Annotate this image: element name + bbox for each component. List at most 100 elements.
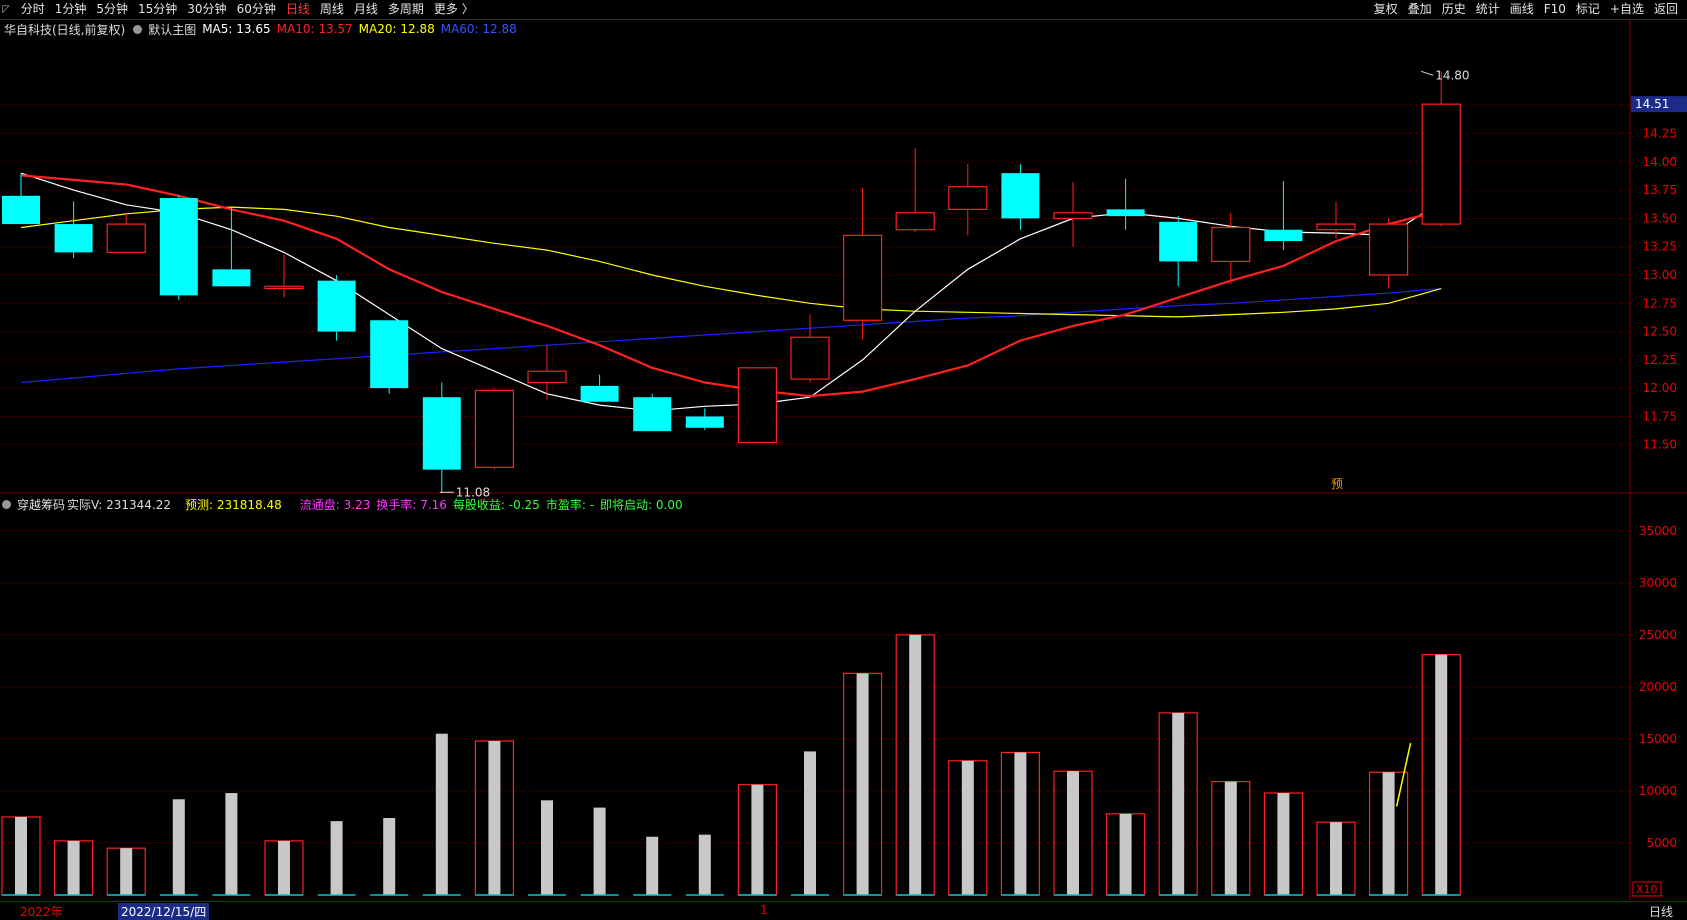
candle-19-body: [1001, 173, 1040, 219]
top-toolbar: ◸ 分时 1分钟 5分钟 15分钟 30分钟 60分钟 日线 周线 月线 多周期 更多 〉 复权 叠加…: [0, 0, 1687, 20]
volume-tick-4: 15000: [1639, 732, 1677, 746]
period-label[interactable]: 日线: [1648, 905, 1673, 919]
candle-15: [790, 314, 830, 383]
candle-25: [1316, 201, 1356, 239]
volume-tick-6: 5000: [1646, 836, 1677, 850]
volume-bar-21: [1105, 813, 1146, 896]
kline-chart: 14.5014.2514.0013.7513.5013.2513.0012.75…: [0, 20, 1687, 900]
ma-lines: [20, 172, 1442, 412]
toolbar-button-0[interactable]: 复权: [1373, 2, 1398, 16]
candle-12: [633, 393, 672, 432]
candle-27: [1421, 71, 1461, 227]
toolbar-button-7[interactable]: +自选: [1609, 2, 1644, 16]
toolbar-button-8[interactable]: 返回: [1653, 2, 1678, 16]
volume-bar-20: [1053, 770, 1093, 896]
ma5-line: [20, 172, 1442, 412]
period-tab-10[interactable]: 更多 〉: [433, 2, 474, 16]
volume-bar-12-fill: [646, 836, 659, 895]
price-tick-3: 13.75: [1643, 183, 1677, 197]
period-tab-8[interactable]: 月线: [353, 2, 378, 16]
selected-date: 2022/12/15/四: [118, 903, 210, 920]
toolbar-button-2[interactable]: 历史: [1441, 2, 1466, 16]
period-tab-9[interactable]: 多周期: [387, 2, 424, 16]
toolbar-button-5[interactable]: F10: [1543, 2, 1566, 16]
volume-bar-4-fill: [225, 793, 238, 895]
candle-5-body: [264, 285, 304, 290]
candle-1-body: [54, 224, 93, 253]
period-tab-0[interactable]: 分时: [20, 2, 45, 16]
current-price-tag-bg: [1631, 96, 1687, 113]
period-tab-5[interactable]: 60分钟: [236, 2, 276, 16]
volume-bar-6-fill: [330, 821, 343, 895]
template-name[interactable]: 默认主图: [148, 22, 197, 37]
candle-3: [159, 195, 198, 300]
date-marker: 1: [760, 903, 768, 917]
volume-bar-19: [1000, 751, 1041, 896]
volume-bar-23-fill: [1224, 781, 1237, 895]
volume-tick-5: 10000: [1639, 784, 1677, 798]
indicator-icon[interactable]: [2, 499, 11, 509]
volume-bar-22-fill: [1172, 712, 1185, 895]
stock-name: 华自科技(日线,前复权): [4, 22, 126, 37]
candle-6-body: [317, 280, 356, 332]
period-tab-2[interactable]: 5分钟: [96, 2, 128, 16]
volume-bar-25: [1316, 821, 1356, 896]
volume-bar-21-fill: [1119, 813, 1132, 895]
toolbar-button-1[interactable]: 叠加: [1407, 2, 1432, 16]
candle-25-body: [1316, 223, 1356, 231]
volume-bar-5-fill: [278, 840, 290, 895]
volume-bar-18-fill: [961, 760, 974, 895]
volume-bar-16: [842, 672, 883, 896]
candle-23: [1211, 212, 1251, 285]
candle-21-body: [1106, 209, 1145, 217]
eps-value: 每股收益: -0.25: [452, 497, 540, 512]
volume-bar-9-fill: [488, 741, 501, 895]
year-label: 2022年: [20, 905, 63, 919]
candle-23-body: [1211, 226, 1251, 263]
volume-bar-22: [1158, 712, 1198, 896]
volume-tick-3: 20000: [1639, 680, 1677, 694]
candle-26-body: [1368, 223, 1409, 276]
candle-10-body: [527, 370, 567, 384]
indicator-name[interactable]: 穿越筹码: [17, 497, 66, 512]
volume-bar-7: [370, 818, 409, 896]
toolbar-button-3[interactable]: 统计: [1475, 2, 1500, 16]
volume-bar-3: [159, 799, 198, 896]
volume-bar-13-fill: [698, 834, 711, 895]
volume-bar-26: [1368, 771, 1409, 896]
candles: [2, 71, 1461, 493]
corner-icon[interactable]: ◸: [2, 4, 10, 15]
volume-bar-13: [685, 834, 724, 896]
volume-bar-24-fill: [1277, 793, 1290, 895]
volume-bar-7-fill: [383, 818, 396, 895]
volume-bar-2: [106, 847, 146, 896]
candle-11: [580, 374, 619, 402]
start-value: 即将启动: 0.00: [600, 497, 683, 512]
period-tab-3[interactable]: 15分钟: [138, 2, 178, 16]
price-tick-12: 11.50: [1643, 438, 1677, 452]
candle-0: [2, 173, 40, 225]
period-tab-6[interactable]: 日线: [285, 2, 310, 16]
period-tabs: 分时 1分钟 5分钟 15分钟 30分钟 60分钟 日线 周线 月线 多周期 更多 〉: [16, 0, 479, 19]
volume-bar-20-fill: [1067, 771, 1079, 895]
toolbar-button-4[interactable]: 画线: [1509, 2, 1534, 16]
candle-7-body: [370, 320, 409, 389]
toolbar-button-6[interactable]: 标记: [1575, 2, 1600, 16]
volume-bar-2-fill: [120, 848, 133, 895]
ma10-value: MA10: 13.57: [276, 22, 353, 36]
candle-24-body: [1264, 229, 1303, 242]
volume-bar-15: [791, 751, 829, 896]
volume-bar-23: [1211, 780, 1251, 896]
price-tick-6: 13.00: [1643, 268, 1677, 282]
ma10-line: [20, 174, 1442, 398]
volume-bar-26-fill: [1382, 772, 1395, 895]
candle-19: [1001, 164, 1040, 230]
candle-16-body: [842, 234, 883, 321]
volume-bar-27-fill: [1435, 654, 1448, 895]
template-icon[interactable]: [133, 24, 143, 34]
period-tab-1[interactable]: 1分钟: [54, 2, 87, 16]
high-label-pointer: [1421, 70, 1434, 76]
period-tab-7[interactable]: 周线: [319, 2, 344, 16]
price-tick-5: 13.25: [1643, 240, 1677, 254]
period-tab-4[interactable]: 30分钟: [187, 2, 227, 16]
